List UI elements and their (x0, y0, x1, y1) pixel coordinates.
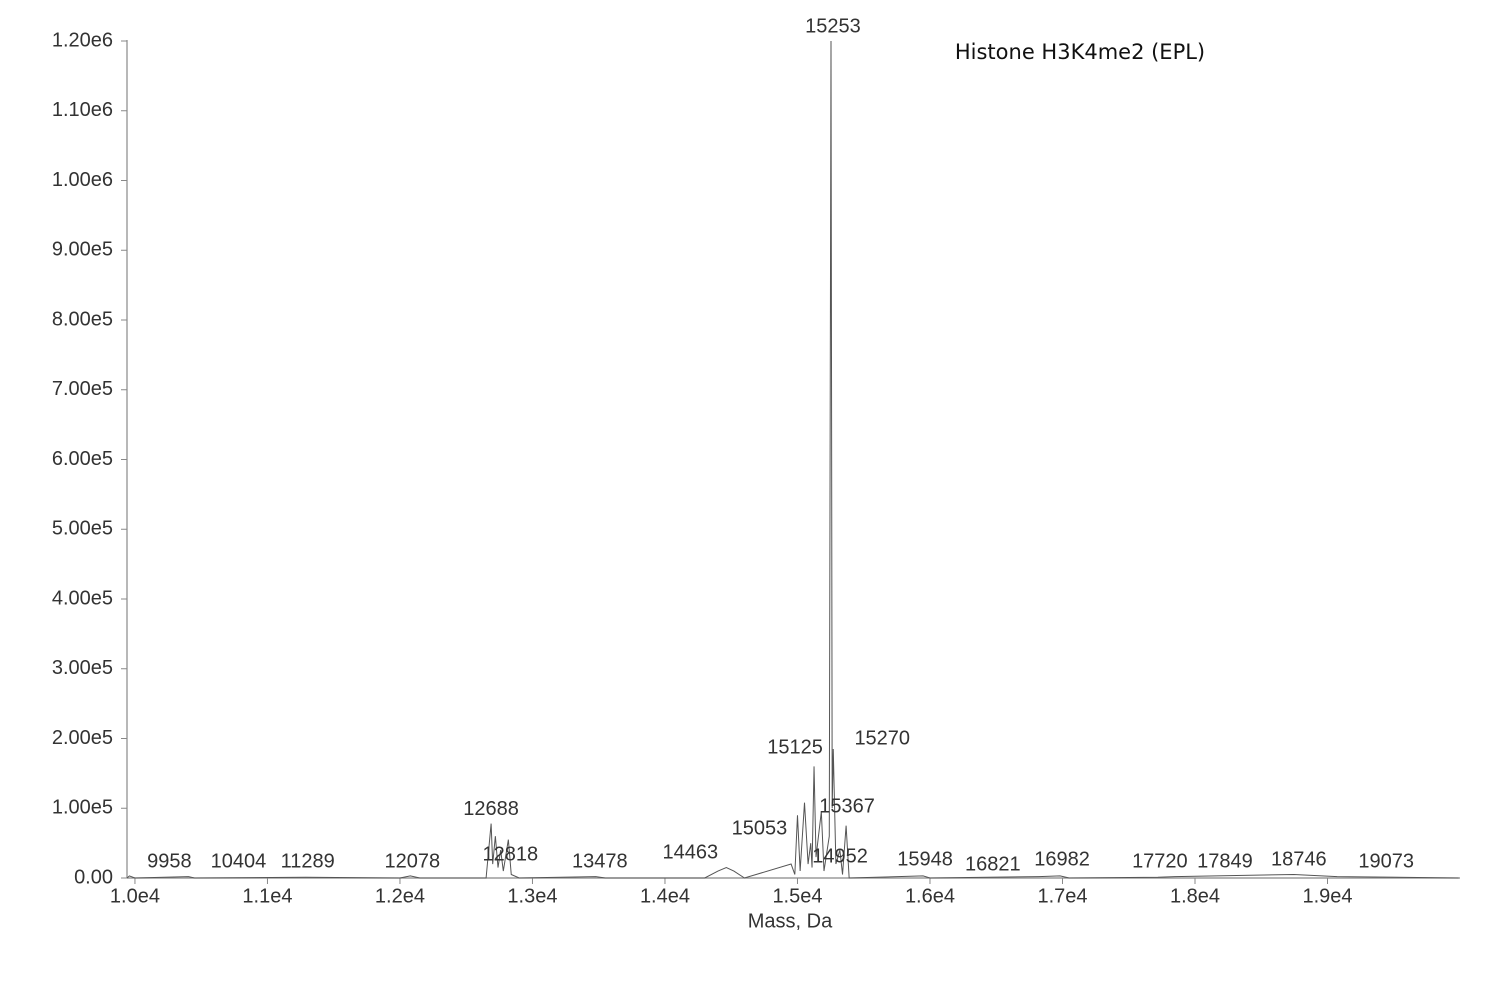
peak-label: 14463 (663, 841, 719, 863)
peak-label: 16821 (965, 853, 1021, 875)
x-tick-label: 1.2e4 (375, 885, 425, 907)
peak-label: 19073 (1358, 850, 1414, 872)
y-tick-label: 1.10e6 (52, 99, 113, 121)
y-tick-label: 1.20e6 (52, 29, 113, 51)
x-tick-label: 1.0e4 (110, 885, 160, 907)
peak-label: 11289 (281, 850, 335, 872)
peak-label: 13478 (572, 850, 628, 872)
x-axis-label: Mass, Da (748, 910, 833, 932)
peak-label: 12818 (483, 843, 539, 865)
x-tick-label: 1.5e4 (772, 885, 822, 907)
peak-label: 9958 (147, 850, 192, 872)
peak-label: 10404 (211, 850, 267, 872)
y-tick-label: 0.00 (74, 866, 113, 888)
peak-label: 18746 (1271, 848, 1327, 870)
y-tick-label: 8.00e5 (52, 308, 113, 330)
y-tick-label: 7.00e5 (52, 378, 113, 400)
spectrum-line (126, 40, 1459, 879)
y-tick-label: 2.00e5 (52, 727, 113, 749)
x-tick-label: 1.3e4 (507, 885, 557, 907)
y-tick-label: 4.00e5 (52, 587, 113, 609)
peak-label: 12078 (384, 850, 440, 872)
peak-label: 15367 (819, 795, 875, 817)
y-tick-label: 1.00e6 (52, 169, 113, 191)
peak-label: 17849 (1197, 850, 1253, 872)
peak-label: 16982 (1034, 848, 1090, 870)
x-tick-label: 1.9e4 (1302, 885, 1352, 907)
peak-label: 14952 (812, 845, 868, 867)
y-tick-label: 5.00e5 (52, 518, 113, 540)
peak-label: 15053 (732, 817, 788, 839)
x-tick-label: 1.1e4 (242, 885, 292, 907)
x-tick-label: 1.7e4 (1037, 885, 1087, 907)
x-tick-label: 1.8e4 (1170, 885, 1220, 907)
chart-title: Histone H3K4me2 (EPL) (955, 40, 1205, 64)
y-tick-label: 9.00e5 (52, 239, 113, 261)
x-tick-label: 1.6e4 (905, 885, 955, 907)
peak-label: 15125 (767, 736, 823, 758)
x-tick-label: 1.4e4 (640, 885, 690, 907)
y-tick-label: 1.00e5 (52, 797, 113, 819)
peak-label: 12688 (463, 798, 519, 820)
y-tick-label: 3.00e5 (52, 657, 113, 679)
peak-label: 15253 (805, 15, 861, 37)
y-tick-label: 6.00e5 (52, 448, 113, 470)
peak-label: 17720 (1132, 850, 1188, 872)
peak-label: 15270 (854, 727, 910, 749)
peak-label: 15948 (897, 848, 953, 870)
